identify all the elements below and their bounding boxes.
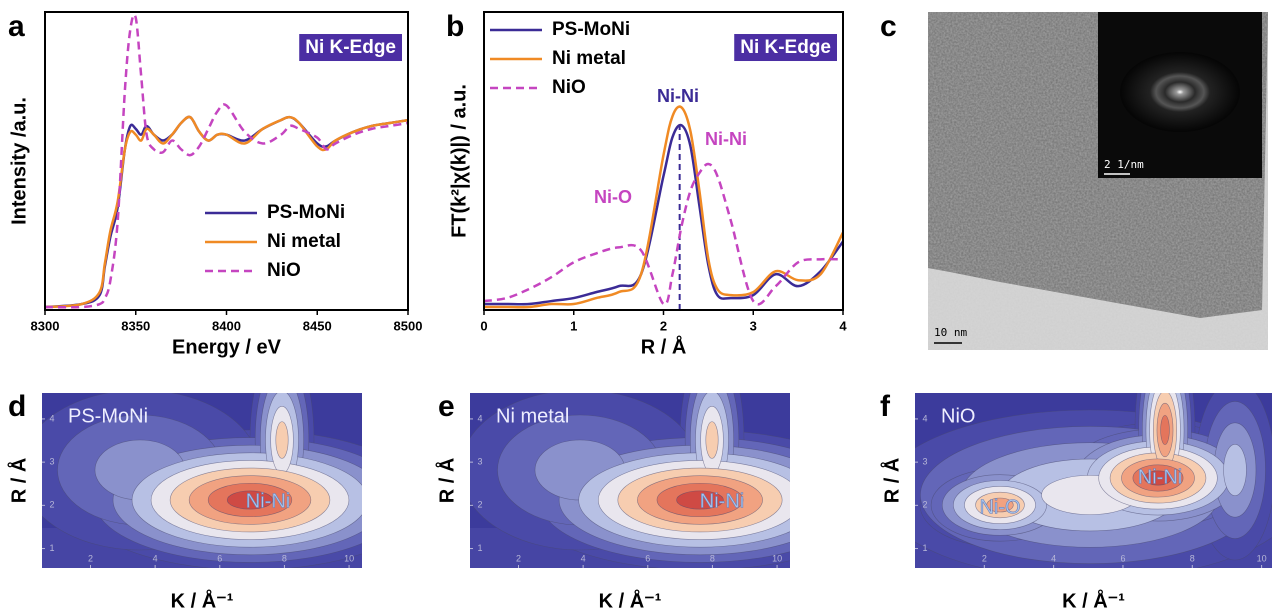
annotation: Ni-O [594,187,632,207]
x-tick-label: 6 [1120,553,1125,563]
y-tick-label: 2 [49,500,54,510]
y-axis-label: R / Å [434,458,458,504]
contour-level [1161,415,1170,444]
annotation: Ni-Ni [246,490,290,512]
panel-letter: f [880,390,891,423]
panel-letter: e [438,390,455,423]
x-tick-label: 8500 [394,318,423,333]
x-axis-label: K / Å⁻¹ [599,588,662,612]
contour-level [1224,444,1247,495]
y-axis-label: FT(k²|χ(k)|) / a.u. [448,84,470,238]
x-tick-label: 8 [1190,553,1195,563]
legend-label: NiO [267,260,301,281]
x-axis-label: K / Å⁻¹ [1062,588,1125,612]
annotation: Ni-Ni [1138,466,1182,488]
x-tick-label: 10 [344,553,354,563]
x-axis-label: Energy / eV [172,336,282,358]
y-tick-label: 2 [477,500,482,510]
legend-label: Ni metal [552,48,626,69]
x-tick-label: 2 [982,553,987,563]
contour-map [460,345,880,570]
x-tick-label: 6 [645,553,650,563]
y-tick-label: 1 [922,543,927,553]
x-tick-label: 3 [750,318,757,333]
x-tick-label: 4 [153,553,158,563]
y-tick-label: 3 [477,457,482,467]
badge-text: Ni K-Edge [305,37,396,58]
legend-label: PS-MoNi [267,202,345,223]
x-tick-label: 4 [839,318,847,333]
annotation: Ni-Ni [657,86,699,106]
contour-level [706,422,718,459]
x-tick-label: 10 [772,553,782,563]
x-tick-label: 4 [581,553,586,563]
figure: c 2 1/nm 10 nm 8300 8350 8400 8450 8500 Ni K-… [0,0,1277,614]
series-line [484,164,843,305]
panel-title: PS-MoNi [68,405,148,427]
x-tick-label: 8350 [121,318,150,333]
annotation: Ni-Ni [705,129,747,149]
contour-map [880,330,1277,580]
panel-title: Ni metal [496,405,569,427]
x-tick-label: 4 [1051,553,1056,563]
y-axis-label: R / Å [879,458,903,504]
legend-label: NiO [552,77,586,98]
x-tick-label: 8450 [303,318,332,333]
inset-scale-label: 2 1/nm [1104,158,1144,171]
contour-level [276,422,288,459]
x-tick-label: 8 [282,553,287,563]
legend-label: Ni metal [267,231,341,252]
annotation: Ni-O [979,496,1020,518]
legend-label: PS-MoNi [552,19,630,40]
tem-image [928,12,1268,350]
badge-text: Ni K-Edge [740,37,831,58]
panel-letter: b [446,10,464,43]
panel-letter: c [880,10,897,43]
y-tick-label: 4 [49,413,54,423]
x-tick-label: 0 [480,318,487,333]
y-tick-label: 2 [922,500,927,510]
panel-letter: a [8,10,25,43]
x-tick-label: 8400 [212,318,241,333]
panel-title: NiO [941,405,975,427]
y-tick-label: 4 [922,413,927,423]
x-axis-label: R / Å [641,334,687,358]
series-line [484,107,843,308]
x-axis-label: K / Å⁻¹ [171,588,234,612]
y-tick-label: 4 [477,413,482,423]
y-tick-label: 3 [49,457,54,467]
y-tick-label: 1 [49,543,54,553]
x-tick-label: 2 [660,318,667,333]
contour-map [20,345,425,570]
x-tick-label: 8300 [31,318,60,333]
annotation: Ni-Ni [700,490,744,512]
x-tick-label: 1 [570,318,577,333]
y-axis-label: R / Å [6,458,30,504]
x-tick-label: 6 [217,553,222,563]
panel-letter: d [8,390,26,423]
x-tick-label: 2 [88,553,93,563]
scale-label: 10 nm [934,326,967,339]
x-tick-label: 10 [1257,553,1267,563]
y-tick-label: 1 [477,543,482,553]
y-axis-label: Intensity /a.u. [8,97,30,225]
y-tick-label: 3 [922,457,927,467]
x-tick-label: 2 [516,553,521,563]
x-tick-label: 8 [710,553,715,563]
